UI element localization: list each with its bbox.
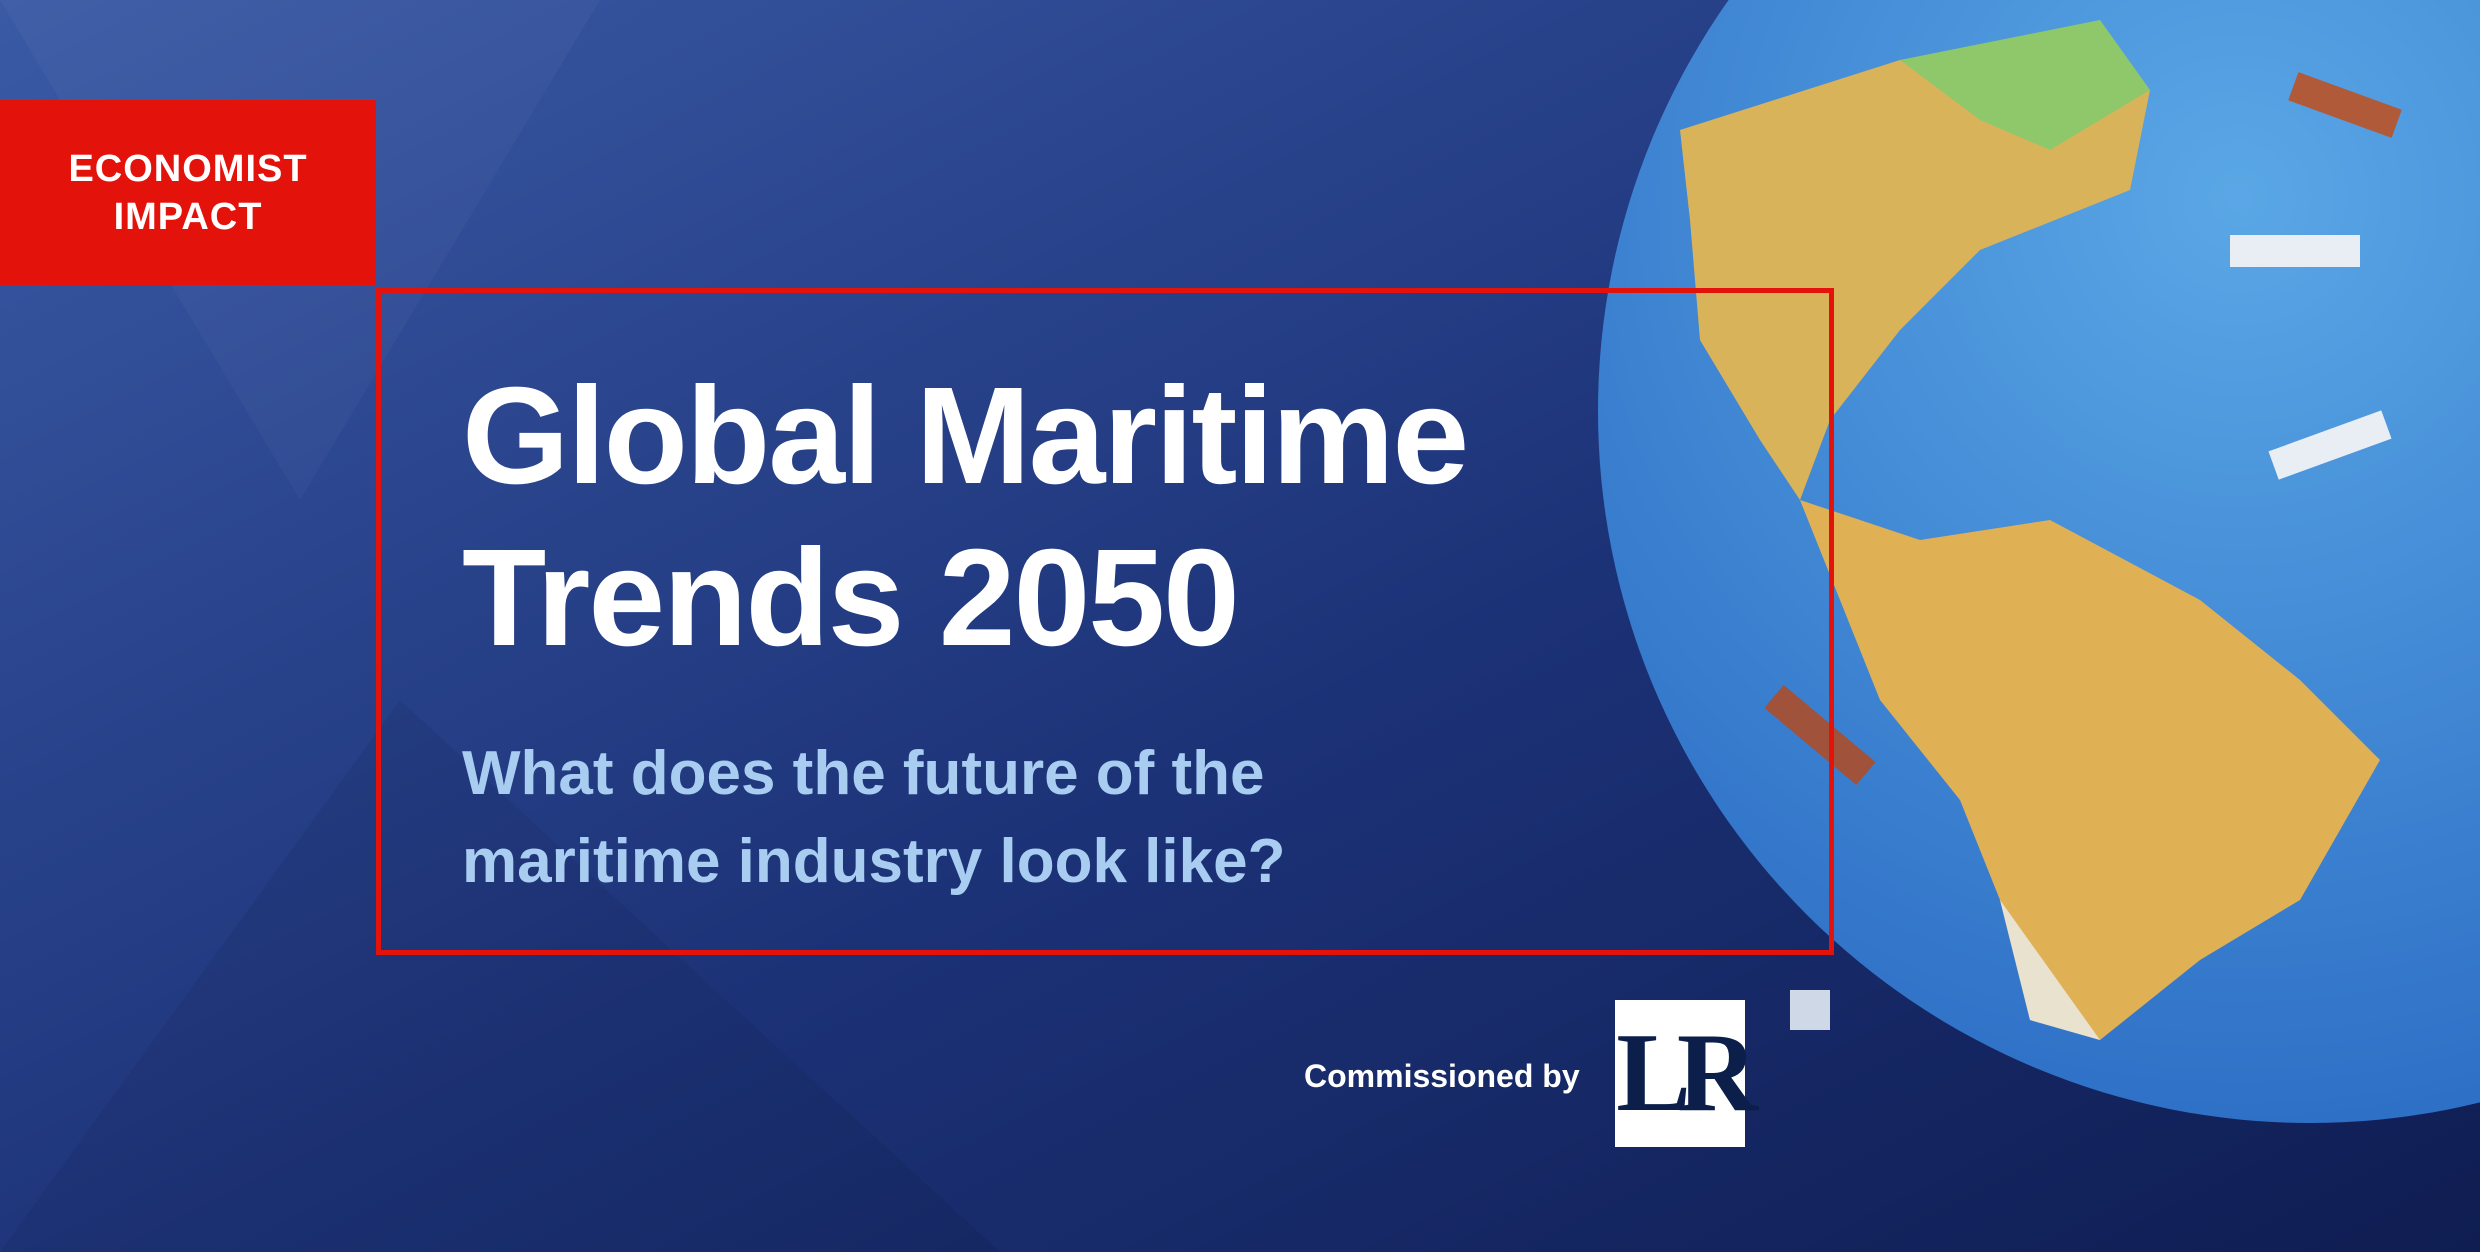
subtitle-line: What does the future of the	[462, 739, 1265, 808]
logo: LR	[1615, 1000, 1758, 1147]
brand-badge: ECONOMIST IMPACT	[0, 100, 376, 285]
brand-line: IMPACT	[113, 195, 263, 238]
brand-line: ECONOMIST	[68, 147, 308, 190]
title-line: Trends 2050	[462, 521, 1240, 675]
north-america	[1680, 60, 2150, 500]
subtitle-line: maritime industry look like?	[462, 827, 1286, 896]
title-line: Global Maritime	[462, 359, 1469, 513]
subtitle: What does the future of the maritime ind…	[462, 730, 1285, 906]
title-frame	[376, 288, 1834, 955]
south-america	[1800, 500, 2380, 1040]
commissioned-by: Commissioned by	[1304, 1058, 1580, 1094]
title: Global Maritime Trends 2050	[462, 355, 1469, 679]
